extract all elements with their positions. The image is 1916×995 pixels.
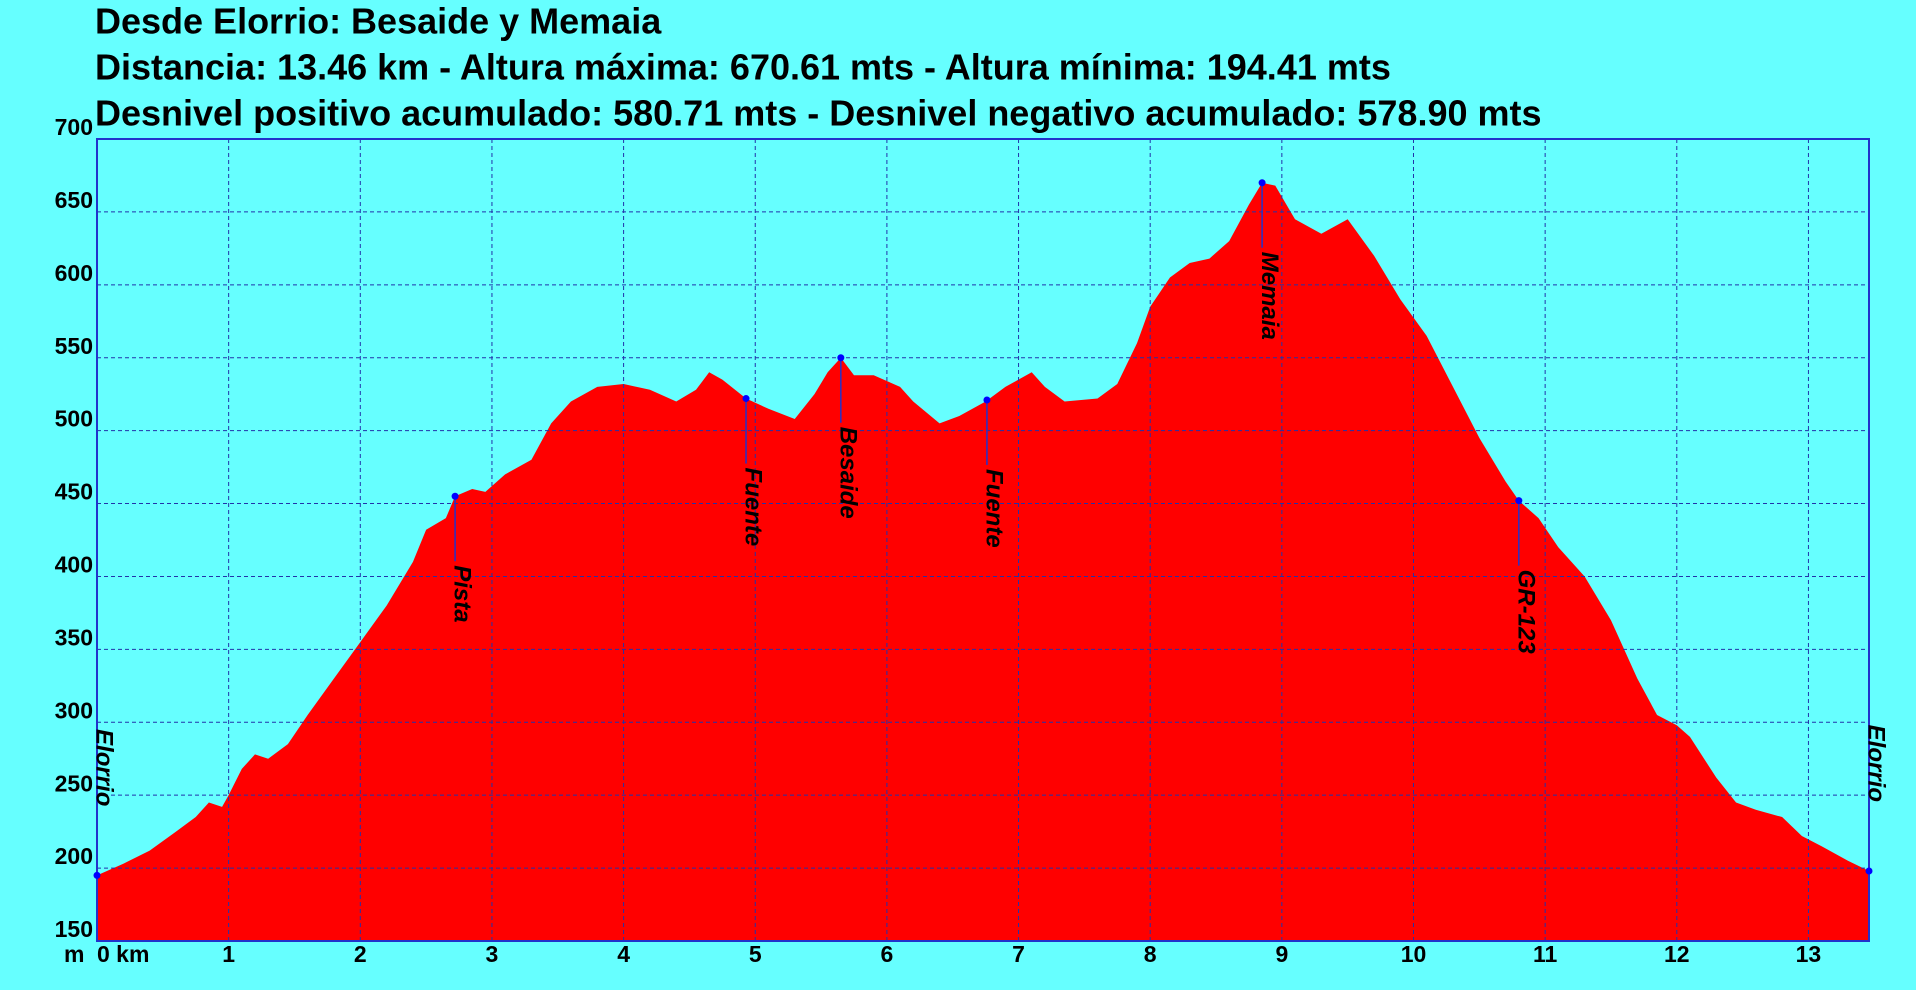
waypoint-label: Fuente — [981, 469, 1008, 548]
y-tick-label: 450 — [55, 479, 93, 505]
waypoint-dot — [93, 871, 101, 879]
x-tick-label: 1 — [222, 941, 235, 967]
elevation-area — [97, 182, 1869, 941]
x-tick-label: 13 — [1796, 941, 1822, 967]
x-tick-label: 11 — [1533, 941, 1558, 967]
waypoint-dot — [1865, 867, 1873, 875]
x-tick-label: 5 — [749, 941, 762, 967]
x-tick-label: 4 — [617, 941, 630, 967]
x-tick-label: 7 — [1012, 941, 1025, 967]
chart-subtitle: Distancia: 13.46 km - Altura máxima: 670… — [95, 47, 1391, 88]
waypoint-label: Memaia — [1256, 252, 1283, 340]
x-tick-label: 6 — [880, 941, 893, 967]
y-tick-label: 200 — [55, 843, 93, 869]
x-tick-label: 8 — [1144, 941, 1157, 967]
x-tick-label: 12 — [1664, 941, 1690, 967]
x-tick-label: 2 — [354, 941, 367, 967]
waypoint-dot — [742, 395, 750, 403]
waypoint-label: Fuente — [740, 468, 767, 547]
waypoint-dot — [1258, 179, 1266, 187]
waypoint-label: Pista — [449, 565, 476, 622]
x-tick-label: 3 — [486, 941, 499, 967]
waypoint-label: Elorrio — [91, 729, 118, 806]
x-tick-label: 10 — [1401, 941, 1427, 967]
y-tick-label: 550 — [55, 333, 93, 359]
waypoint-dot — [837, 354, 845, 362]
chart-subtitle: Desnivel positivo acumulado: 580.71 mts … — [95, 93, 1542, 134]
y-axis-label: m — [64, 941, 84, 967]
waypoint-dot — [451, 492, 459, 500]
waypoint-label: Elorrio — [1863, 725, 1890, 802]
waypoint-dot — [1515, 497, 1523, 505]
y-tick-label: 300 — [55, 697, 93, 723]
y-tick-label: 150 — [55, 916, 93, 942]
plot-border — [96, 138, 1870, 942]
x-tick-label: 0 km — [97, 941, 149, 967]
waypoint-dot — [983, 396, 991, 404]
y-tick-label: 250 — [55, 770, 93, 796]
y-tick-label: 600 — [55, 260, 93, 286]
y-tick-label: 700 — [55, 114, 93, 140]
y-tick-label: 650 — [55, 187, 93, 213]
x-tick-label: 9 — [1275, 941, 1288, 967]
waypoint-label: GR-123 — [1512, 570, 1539, 655]
y-tick-label: 500 — [55, 406, 93, 432]
y-tick-label: 350 — [55, 624, 93, 650]
y-tick-label: 400 — [55, 552, 93, 578]
chart-title: Desde Elorrio: Besaide y Memaia — [95, 1, 662, 42]
waypoint-label: Besaide — [834, 427, 861, 519]
